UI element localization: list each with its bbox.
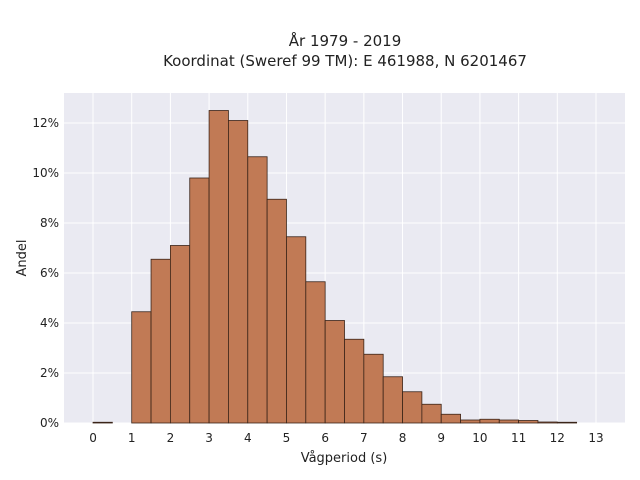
chart-title-line-2: Koordinat (Sweref 99 TM): E 461988, N 62… [163, 52, 527, 70]
histogram-bar [382, 376, 403, 424]
x-tick-label: 6 [321, 431, 329, 445]
histogram-bar [92, 421, 113, 424]
x-tick-label: 8 [399, 431, 407, 445]
y-tick-label: 0% [40, 416, 59, 430]
histogram-bar [556, 421, 578, 424]
x-tick-label: 7 [360, 431, 368, 445]
histogram-bar [363, 353, 384, 424]
y-tick-label: 4% [40, 316, 59, 330]
histogram-bar [498, 419, 520, 424]
x-tick-label: 1 [128, 431, 136, 445]
x-tick-label: 5 [283, 431, 291, 445]
x-tick-label: 0 [89, 431, 97, 445]
y-axis-label: Andel [15, 240, 30, 277]
histogram-bar [402, 391, 423, 424]
x-tick-label: 3 [205, 431, 213, 445]
x-tick-labels: 0 1 2 3 4 5 6 7 8 9 10 11 12 13 [89, 431, 603, 445]
y-tick-labels: 0% 2% 4% 6% 8% 10% 12% [32, 116, 59, 430]
histogram-bar [150, 258, 171, 424]
histogram-bar [286, 236, 307, 424]
histogram-bar [208, 110, 229, 424]
histogram-bar [228, 120, 249, 424]
histogram-bar [247, 156, 268, 424]
histogram-bar [169, 245, 191, 424]
x-tick-label: 4 [244, 431, 252, 445]
y-tick-label: 12% [32, 116, 59, 130]
x-tick-label: 10 [472, 431, 487, 445]
histogram-bar [479, 418, 500, 424]
y-tick-label: 2% [40, 366, 59, 380]
y-tick-label: 6% [40, 266, 59, 280]
x-tick-label: 13 [588, 431, 603, 445]
x-tick-label: 12 [550, 431, 565, 445]
histogram-bar [344, 338, 365, 424]
bars [92, 110, 578, 424]
y-tick-label: 8% [40, 216, 59, 230]
histogram-bar [421, 403, 442, 424]
y-tick-label: 10% [32, 166, 59, 180]
histogram-bar [305, 281, 326, 424]
histogram-bar [537, 421, 558, 424]
chart-title-line-1: År 1979 - 2019 [289, 31, 402, 50]
x-tick-label: 2 [167, 431, 175, 445]
histogram-bar [440, 413, 461, 424]
x-tick-label: 11 [511, 431, 526, 445]
histogram-bar [460, 419, 481, 424]
histogram-bar [324, 320, 345, 424]
x-axis-label: Vågperiod (s) [301, 451, 388, 466]
histogram-bar [131, 311, 152, 424]
x-tick-label: 9 [437, 431, 445, 445]
histogram-bar [266, 198, 287, 424]
histogram-bar [189, 177, 210, 424]
histogram-bar [518, 420, 539, 424]
